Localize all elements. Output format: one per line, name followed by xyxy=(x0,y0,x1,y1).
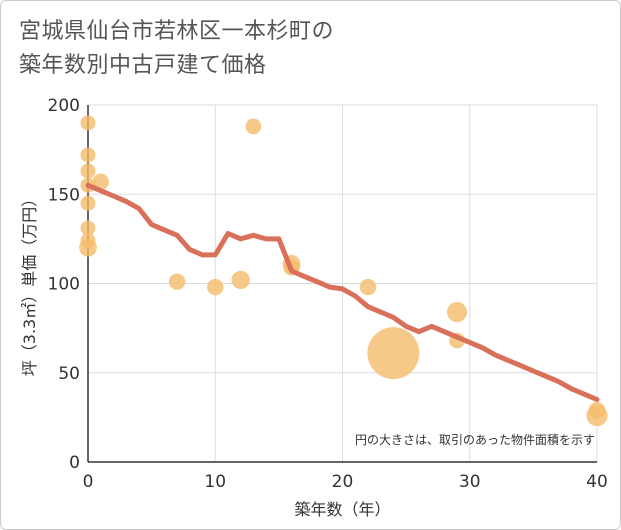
data-point-11 xyxy=(231,270,250,290)
x-axis-title: 築年数（年） xyxy=(294,500,390,519)
data-point-1 xyxy=(80,147,96,163)
data-point-10 xyxy=(207,278,224,296)
data-point-15 xyxy=(359,278,377,296)
data-point-17 xyxy=(446,301,468,323)
data-points xyxy=(79,115,608,427)
chart-title-line-1: 宮城県仙台市若林区一本杉町の xyxy=(19,19,335,44)
y-axis-title: 坪（3.3㎡）単価（万円） xyxy=(20,191,39,376)
data-point-20 xyxy=(588,402,606,419)
data-point-0 xyxy=(80,115,96,131)
data-point-2 xyxy=(80,163,96,179)
data-point-12 xyxy=(245,118,262,135)
data-point-5 xyxy=(80,220,96,236)
data-point-16 xyxy=(367,327,420,380)
chart-title-line-2: 築年数別中古戸建て価格 xyxy=(19,53,267,78)
y-tick-label-50: 50 xyxy=(58,364,80,384)
trend-line-group xyxy=(85,182,600,402)
tick-labels: 0 50 100 150 200 0 10 20 30 40 xyxy=(48,96,608,492)
data-point-8 xyxy=(92,173,109,190)
data-point-9 xyxy=(168,273,186,290)
chart-title: 宮城県仙台市若林区一本杉町の 築年数別中古戸建て価格 xyxy=(19,15,334,83)
trend-line xyxy=(85,182,600,402)
y-tick-label-150: 150 xyxy=(48,185,80,205)
x-tick-label-0: 0 xyxy=(83,472,94,492)
x-tick-label-30: 30 xyxy=(459,472,481,492)
size-legend-note: 円の大きさは、取引のあった物件面積を示す xyxy=(355,432,595,447)
data-point-4 xyxy=(80,195,96,211)
x-tick-label-10: 10 xyxy=(204,472,226,492)
grid-lines xyxy=(88,104,598,462)
y-tick-label-0: 0 xyxy=(69,453,80,473)
data-point-7 xyxy=(79,238,97,257)
x-tick-label-20: 20 xyxy=(332,472,354,492)
y-tick-label-100: 100 xyxy=(48,275,80,295)
y-tick-label-200: 200 xyxy=(48,96,80,116)
x-tick-label-40: 40 xyxy=(586,472,608,492)
